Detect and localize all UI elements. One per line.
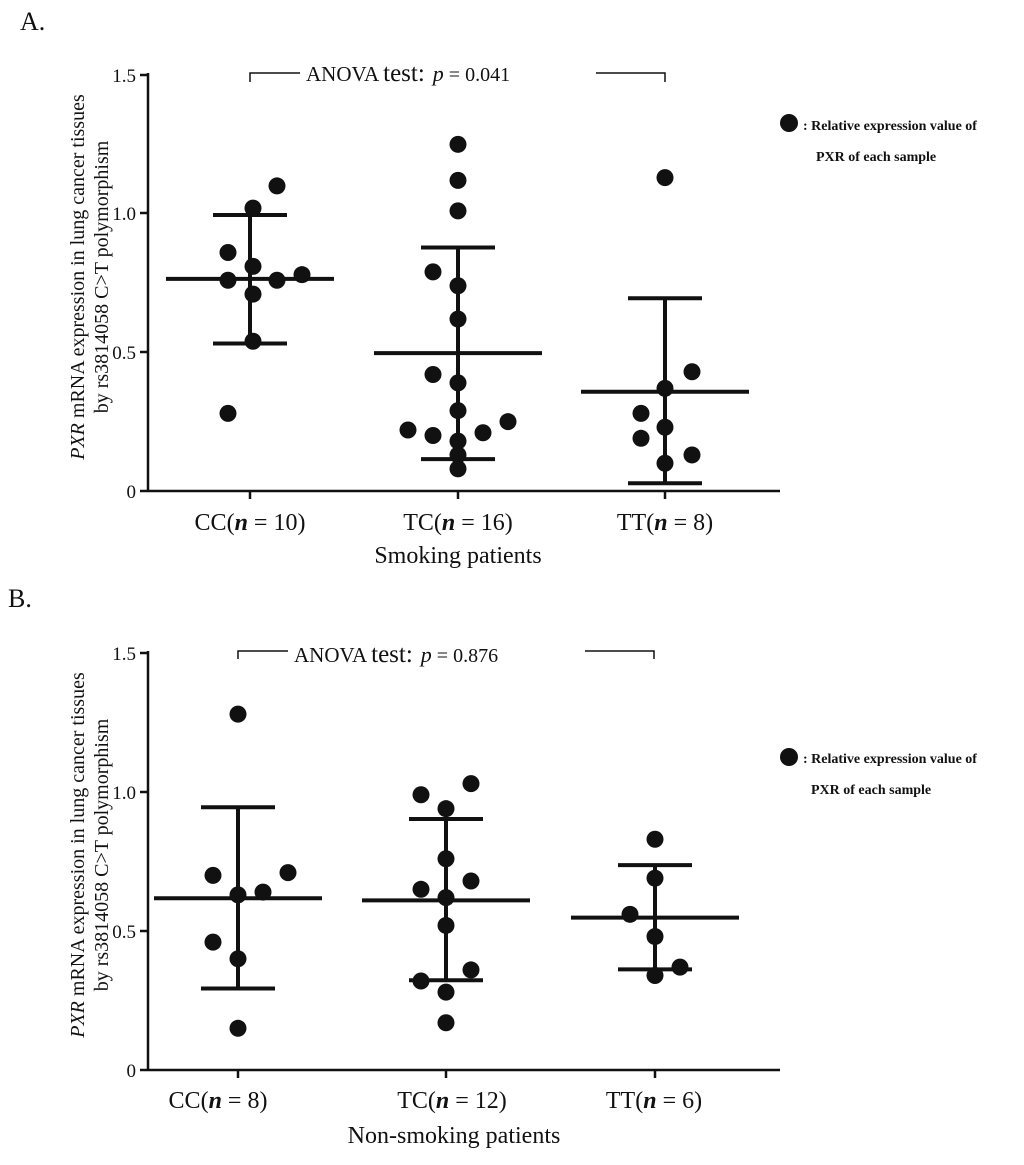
- panel-label-b: B.: [8, 584, 32, 613]
- data-point-tc-a-2: [449, 171, 467, 189]
- x-category-b-tt: TT(n = 6): [606, 1088, 702, 1114]
- data-point-cc-a-9: [244, 332, 262, 350]
- data-point-tc-a-12: [474, 424, 492, 442]
- legend-text-line2-a: PXR of each sample: [816, 150, 936, 165]
- data-point-cc-b-3: [279, 864, 297, 882]
- data-point-cc-a-10: [219, 404, 237, 422]
- legend-text-line1-b: : Relative expression value of: [803, 752, 977, 767]
- data-point-tc-b-5: [462, 872, 480, 890]
- data-point-tc-b-3: [437, 800, 455, 818]
- data-point-cc-a-4: [244, 257, 262, 275]
- y-tick-label-a-0.5: 0.5: [112, 343, 136, 364]
- y-tick-label-a-0: 0: [127, 482, 137, 503]
- data-point-tt-b-1: [646, 830, 664, 848]
- data-point-tc-b-6: [412, 880, 430, 898]
- y-tick-label-b-1.5: 1.5: [112, 644, 136, 665]
- data-point-tc-b-11: [437, 983, 455, 1001]
- data-point-tc-a-7: [424, 366, 442, 384]
- data-point-tt-b-5: [671, 958, 689, 976]
- data-point-tc-a-13: [424, 427, 442, 445]
- legend-marker-b: [780, 748, 798, 766]
- y-axis-label-rest-b: mRNA expression in lung cancer tissues: [67, 672, 89, 1001]
- data-point-cc-b-1: [229, 705, 247, 723]
- anova-annotation-a: ANOVA test: p = 0.041: [306, 60, 510, 87]
- data-point-tt-a-2: [683, 363, 701, 381]
- data-point-cc-b-8: [229, 1019, 247, 1037]
- anova-bracket-left-a: [249, 72, 300, 82]
- x-category-a-tc: TC(n = 16): [403, 510, 513, 536]
- data-point-tc-b-1: [462, 775, 480, 793]
- y-axis-label-a: PXR mRNA expression in lung cancer tissu…: [67, 94, 89, 461]
- legend-marker-a: [780, 114, 798, 132]
- y-axis-label-rest-a: mRNA expression in lung cancer tissues: [67, 94, 89, 423]
- anova-annotation-b: ANOVA test: p = 0.876: [294, 641, 498, 668]
- y-tick-label-b-1.0: 1.0: [112, 783, 136, 804]
- y-axis-label-b: PXR mRNA expression in lung cancer tissu…: [67, 672, 89, 1039]
- data-point-cc-a-3: [219, 243, 237, 261]
- panel-label-a: A.: [20, 7, 45, 36]
- y-tick-label-a-1.0: 1.0: [112, 204, 136, 225]
- x-category-b-cc: CC(n = 8): [169, 1088, 268, 1114]
- x-axis-label-b: Non-smoking patients: [348, 1123, 561, 1149]
- data-point-tc-a-10: [499, 413, 517, 431]
- data-point-tt-a-7: [683, 446, 701, 464]
- data-point-tt-b-3: [621, 905, 639, 923]
- data-point-cc-a-8: [244, 285, 262, 303]
- y-axis-label-italic-a: PXR: [67, 423, 89, 461]
- data-point-cc-a-1: [268, 177, 286, 195]
- x-axis-label-a: Smoking patients: [374, 543, 541, 569]
- data-point-tc-a-16: [449, 460, 467, 478]
- data-point-tc-b-2: [412, 786, 430, 804]
- anova-bracket-right-b: [585, 650, 655, 659]
- data-point-tc-b-9: [462, 961, 480, 979]
- data-point-cc-b-6: [204, 933, 222, 951]
- y-tick-label-b-0.5: 0.5: [112, 922, 136, 943]
- data-point-cc-a-2: [244, 199, 262, 217]
- chart-marks-b: [154, 705, 739, 1037]
- y-tick-label-b-0: 0: [127, 1061, 137, 1082]
- anova-bracket-left-b: [237, 650, 288, 659]
- panel-b: B. PXR mRNA expression in lung cancer ti…: [8, 584, 977, 1149]
- y-tick-label-a-1.5: 1.5: [112, 66, 136, 87]
- anova-bracket-right-a: [596, 72, 666, 82]
- chart-marks-a: [166, 135, 749, 486]
- x-category-a-cc: CC(n = 10): [195, 510, 306, 536]
- data-point-tc-a-4: [424, 263, 442, 281]
- legend-text-line2-b: PXR of each sample: [811, 783, 931, 798]
- legend-text-line1-a: : Relative expression value of: [803, 119, 977, 134]
- data-point-tc-b-12: [437, 1014, 455, 1032]
- data-point-tc-a-3: [449, 202, 467, 220]
- y-axis-label-italic-b: PXR: [67, 1001, 89, 1039]
- data-point-tt-a-4: [632, 404, 650, 422]
- y-axis-label-line2-a: by rs3814058 C>T polymorphism: [91, 140, 113, 413]
- data-point-tt-a-6: [632, 429, 650, 447]
- y-axis-label-line2-b: by rs3814058 C>T polymorphism: [91, 718, 113, 991]
- data-point-tc-a-11: [399, 421, 417, 439]
- data-point-tt-a-1: [656, 169, 674, 187]
- data-point-tc-a-1: [449, 135, 467, 153]
- data-point-cc-b-2: [204, 866, 222, 884]
- x-category-a-tt: TT(n = 8): [617, 510, 713, 536]
- x-category-b-tc: TC(n = 12): [397, 1088, 507, 1114]
- panel-a: A. PXR mRNA expression in lung cancer ti…: [20, 7, 977, 569]
